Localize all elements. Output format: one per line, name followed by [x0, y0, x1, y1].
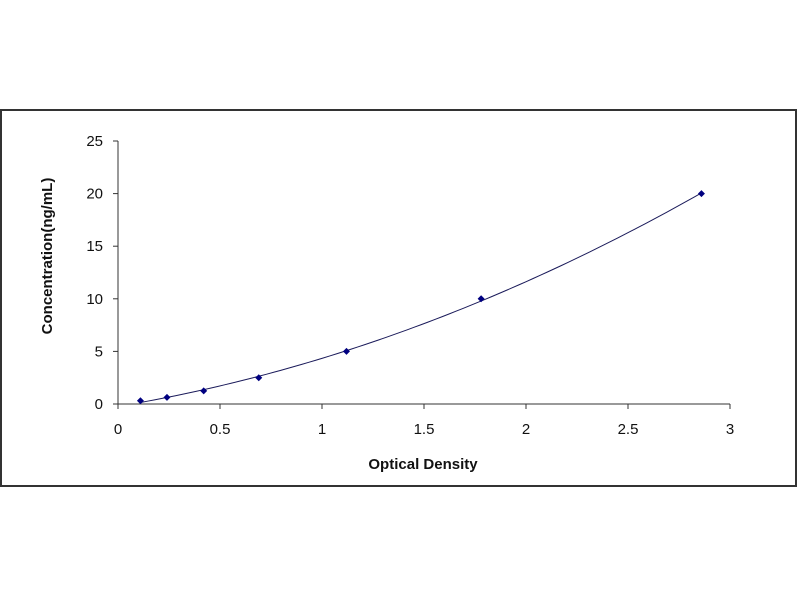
y-tick-label: 5 — [95, 343, 103, 360]
data-point — [136, 397, 144, 405]
chart-frame — [0, 109, 797, 487]
x-axis-title: Optical Density — [368, 456, 478, 473]
x-tick-label: 2.5 — [618, 421, 639, 438]
y-tick-label: 20 — [86, 186, 103, 203]
data-point — [163, 393, 171, 401]
x-tick-label: 2 — [522, 421, 530, 438]
tick-labels: 0 5 10 15 20 25 0 0.5 1 1.5 2 2.5 3 — [86, 133, 734, 438]
x-tick-label: 1 — [318, 421, 326, 438]
y-tick-label: 25 — [86, 133, 103, 150]
y-axis-title: Concentration(ng/mL) — [39, 178, 56, 335]
data-point — [697, 190, 705, 198]
x-tick-label: 1.5 — [414, 421, 435, 438]
axes — [113, 140, 731, 409]
data-point — [200, 387, 208, 395]
y-tick-label: 15 — [86, 238, 103, 255]
fit-curve — [140, 192, 702, 403]
y-tick-label: 0 — [95, 396, 103, 413]
x-tick-label: 3 — [726, 421, 734, 438]
data-point — [342, 347, 350, 355]
x-tick-label: 0 — [114, 421, 122, 438]
fit-curve-line — [140, 192, 702, 403]
data-points — [136, 190, 705, 405]
x-tick-label: 0.5 — [210, 421, 231, 438]
y-tick-label: 10 — [86, 291, 103, 308]
data-point — [255, 374, 263, 382]
data-point — [477, 295, 485, 303]
